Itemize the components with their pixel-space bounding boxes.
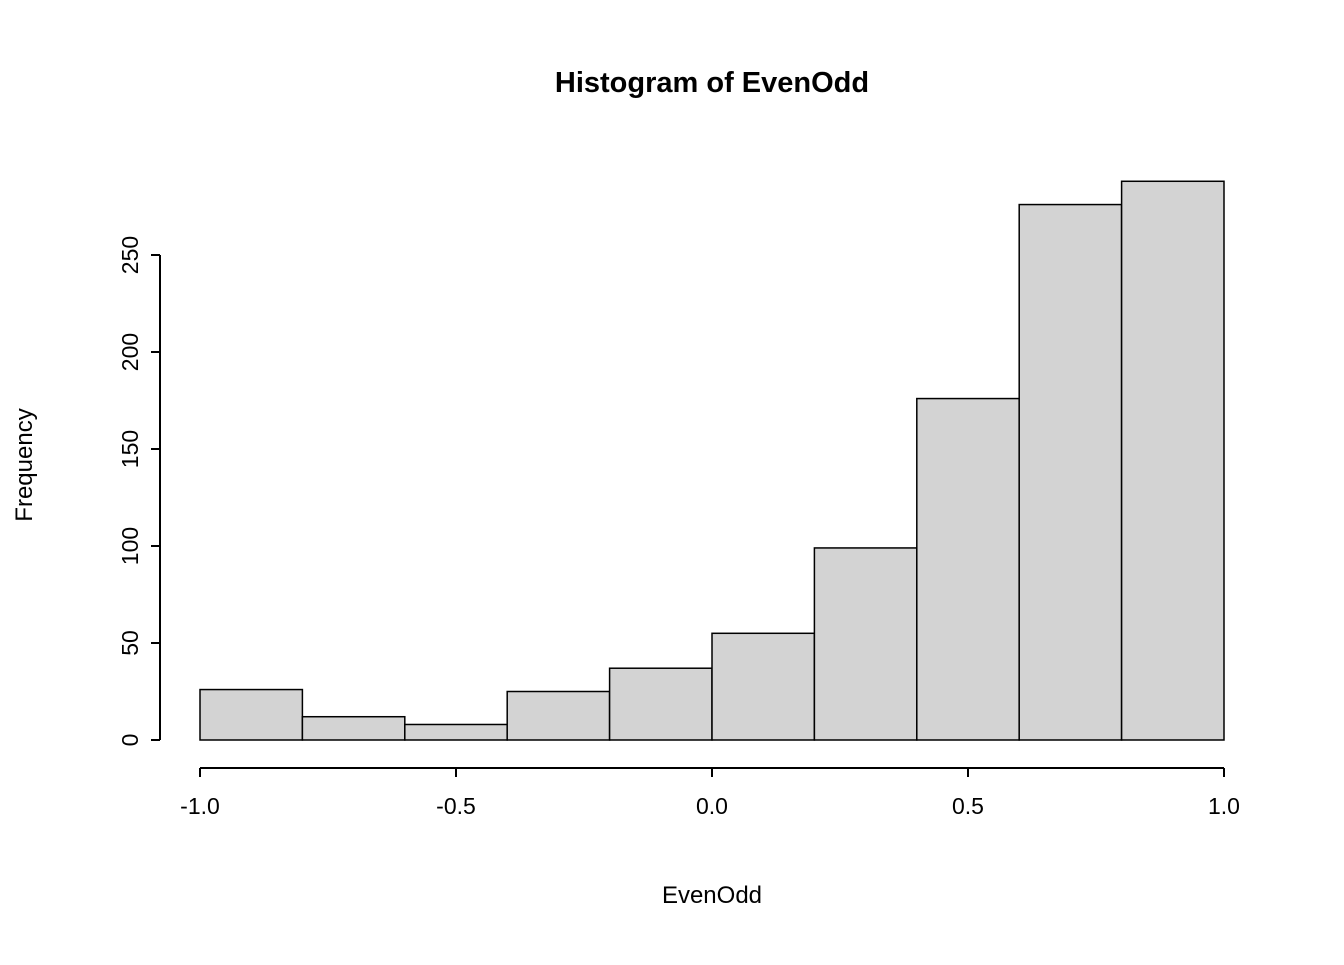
x-tick-label: -0.5: [436, 793, 476, 819]
histogram-bar: [301, 715, 406, 741]
y-tick-label: 200: [117, 333, 143, 371]
axes-group: -1.0 -0.5 0.0 0.5 1.0 0 50 100 150 200 250: [117, 236, 1240, 819]
y-tick-label: 0: [117, 734, 143, 747]
y-tick-label: 150: [117, 430, 143, 468]
x-tick-label: 1.0: [1208, 793, 1240, 819]
y-tick-label: 100: [117, 527, 143, 565]
histogram-bar: [1120, 180, 1225, 741]
histogram-bar: [916, 397, 1020, 741]
histogram-bar: [813, 547, 918, 741]
y-axis-label: Frequency: [11, 408, 38, 521]
histogram-bar: [608, 667, 713, 741]
x-axis-label: EvenOdd: [662, 882, 762, 909]
x-tick-label: -1.0: [180, 793, 220, 819]
histogram-bar: [1018, 203, 1123, 741]
histogram-bar: [711, 632, 816, 741]
histogram-bar: [506, 690, 611, 741]
x-tick-label: 0.0: [696, 793, 728, 819]
bars-group: [199, 180, 1225, 741]
y-tick-label: 50: [117, 630, 143, 656]
y-tick-label: 250: [117, 236, 143, 274]
chart-title: Histogram of EvenOdd: [555, 67, 869, 99]
x-tick-label: 0.5: [952, 793, 984, 819]
histogram-bar: [199, 688, 304, 741]
histogram-bar: [404, 723, 508, 741]
